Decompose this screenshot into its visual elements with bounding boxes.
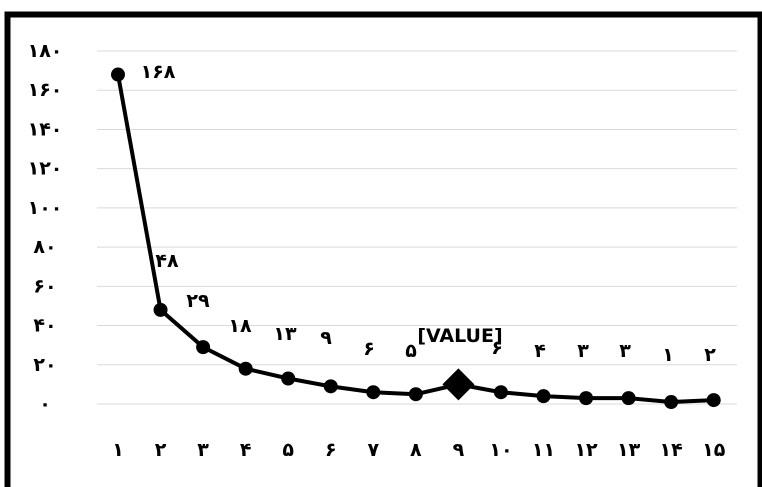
data-label: ۲ (704, 344, 716, 366)
data-point-marker (153, 302, 168, 317)
x-tick-label: ۲ (155, 439, 167, 461)
data-point-marker (238, 361, 253, 376)
highlight-diamond-marker (442, 368, 475, 401)
x-tick-label: ۹ (453, 439, 465, 461)
data-label: ۶ (363, 338, 375, 360)
y-axis-tick-labels: ۰ ۲۰ ۴۰ ۶۰ ۸۰ ۱۰۰ ۱۲۰ ۱۴۰ ۱۶۰ ۱۸۰ (28, 40, 63, 415)
data-label: ۴ (534, 340, 546, 362)
x-tick-label: ۱۲ (574, 439, 598, 461)
y-tick-label: ۸۰ (33, 236, 56, 258)
data-point-marker (493, 385, 508, 400)
x-axis-tick-labels: ۱ ۲ ۳ ۴ ۵ ۶ ۷ ۸ ۹ ۱۰ ۱۱ ۱۲ ۱۳ ۱۴ ۱۵ (112, 439, 725, 461)
data-point-marker (621, 391, 636, 406)
data-label: ۵ (405, 340, 417, 362)
data-point-marker (366, 385, 381, 400)
x-tick-label: ۳ (197, 439, 209, 461)
y-tick-label: ۰ (39, 393, 51, 415)
data-label: ۱۸ (228, 315, 252, 337)
x-tick-label: ۱۵ (702, 439, 726, 461)
data-label: ۴۸ (155, 250, 179, 272)
data-point-marker (536, 389, 551, 404)
data-label: ۱ (662, 344, 674, 366)
y-tick-label: ۴۰ (33, 315, 56, 337)
series (111, 67, 721, 410)
data-point-marker (111, 67, 125, 82)
data-point-marker (281, 371, 296, 386)
x-tick-label: ۱۰ (489, 439, 512, 461)
x-tick-label: ۵ (282, 439, 294, 461)
y-tick-label: ۱۸۰ (28, 40, 63, 62)
data-point-marker (196, 340, 211, 355)
y-tick-label: ۲۰ (33, 354, 56, 376)
x-tick-label: ۱۱ (532, 439, 555, 461)
data-point-marker (323, 379, 338, 394)
data-label: ۳ (577, 340, 589, 362)
data-label: ۳ (619, 340, 631, 362)
y-tick-label: ۱۴۰ (28, 118, 63, 140)
data-label: ۲۹ (186, 290, 210, 312)
x-tick-label: ۱ (112, 439, 124, 461)
data-point-marker (579, 391, 594, 406)
x-tick-label: ۸ (410, 439, 422, 461)
data-point-marker (664, 395, 679, 410)
data-point-marker (408, 387, 423, 402)
chart-border (4, 11, 762, 487)
x-tick-label: ۷ (367, 439, 379, 461)
x-tick-label: ۱۳ (617, 439, 641, 461)
data-label: ۱۳ (273, 323, 297, 345)
data-label: ۹ (320, 327, 332, 349)
x-tick-label: ۶ (325, 439, 337, 461)
y-tick-label: ۱۶۰ (28, 79, 63, 101)
gridlines (97, 50, 737, 405)
data-label: ۱۶۸ (141, 61, 176, 83)
data-label: ۶ (491, 337, 503, 359)
y-tick-label: ۱۰۰ (28, 197, 63, 219)
x-tick-label: ۱۴ (660, 439, 683, 461)
x-tick-label: ۴ (240, 439, 252, 461)
data-point-marker (706, 393, 721, 408)
y-tick-label: ۱۲۰ (28, 158, 63, 180)
y-tick-label: ۶۰ (33, 275, 56, 297)
value-placeholder-label: [VALUE] (417, 325, 502, 347)
